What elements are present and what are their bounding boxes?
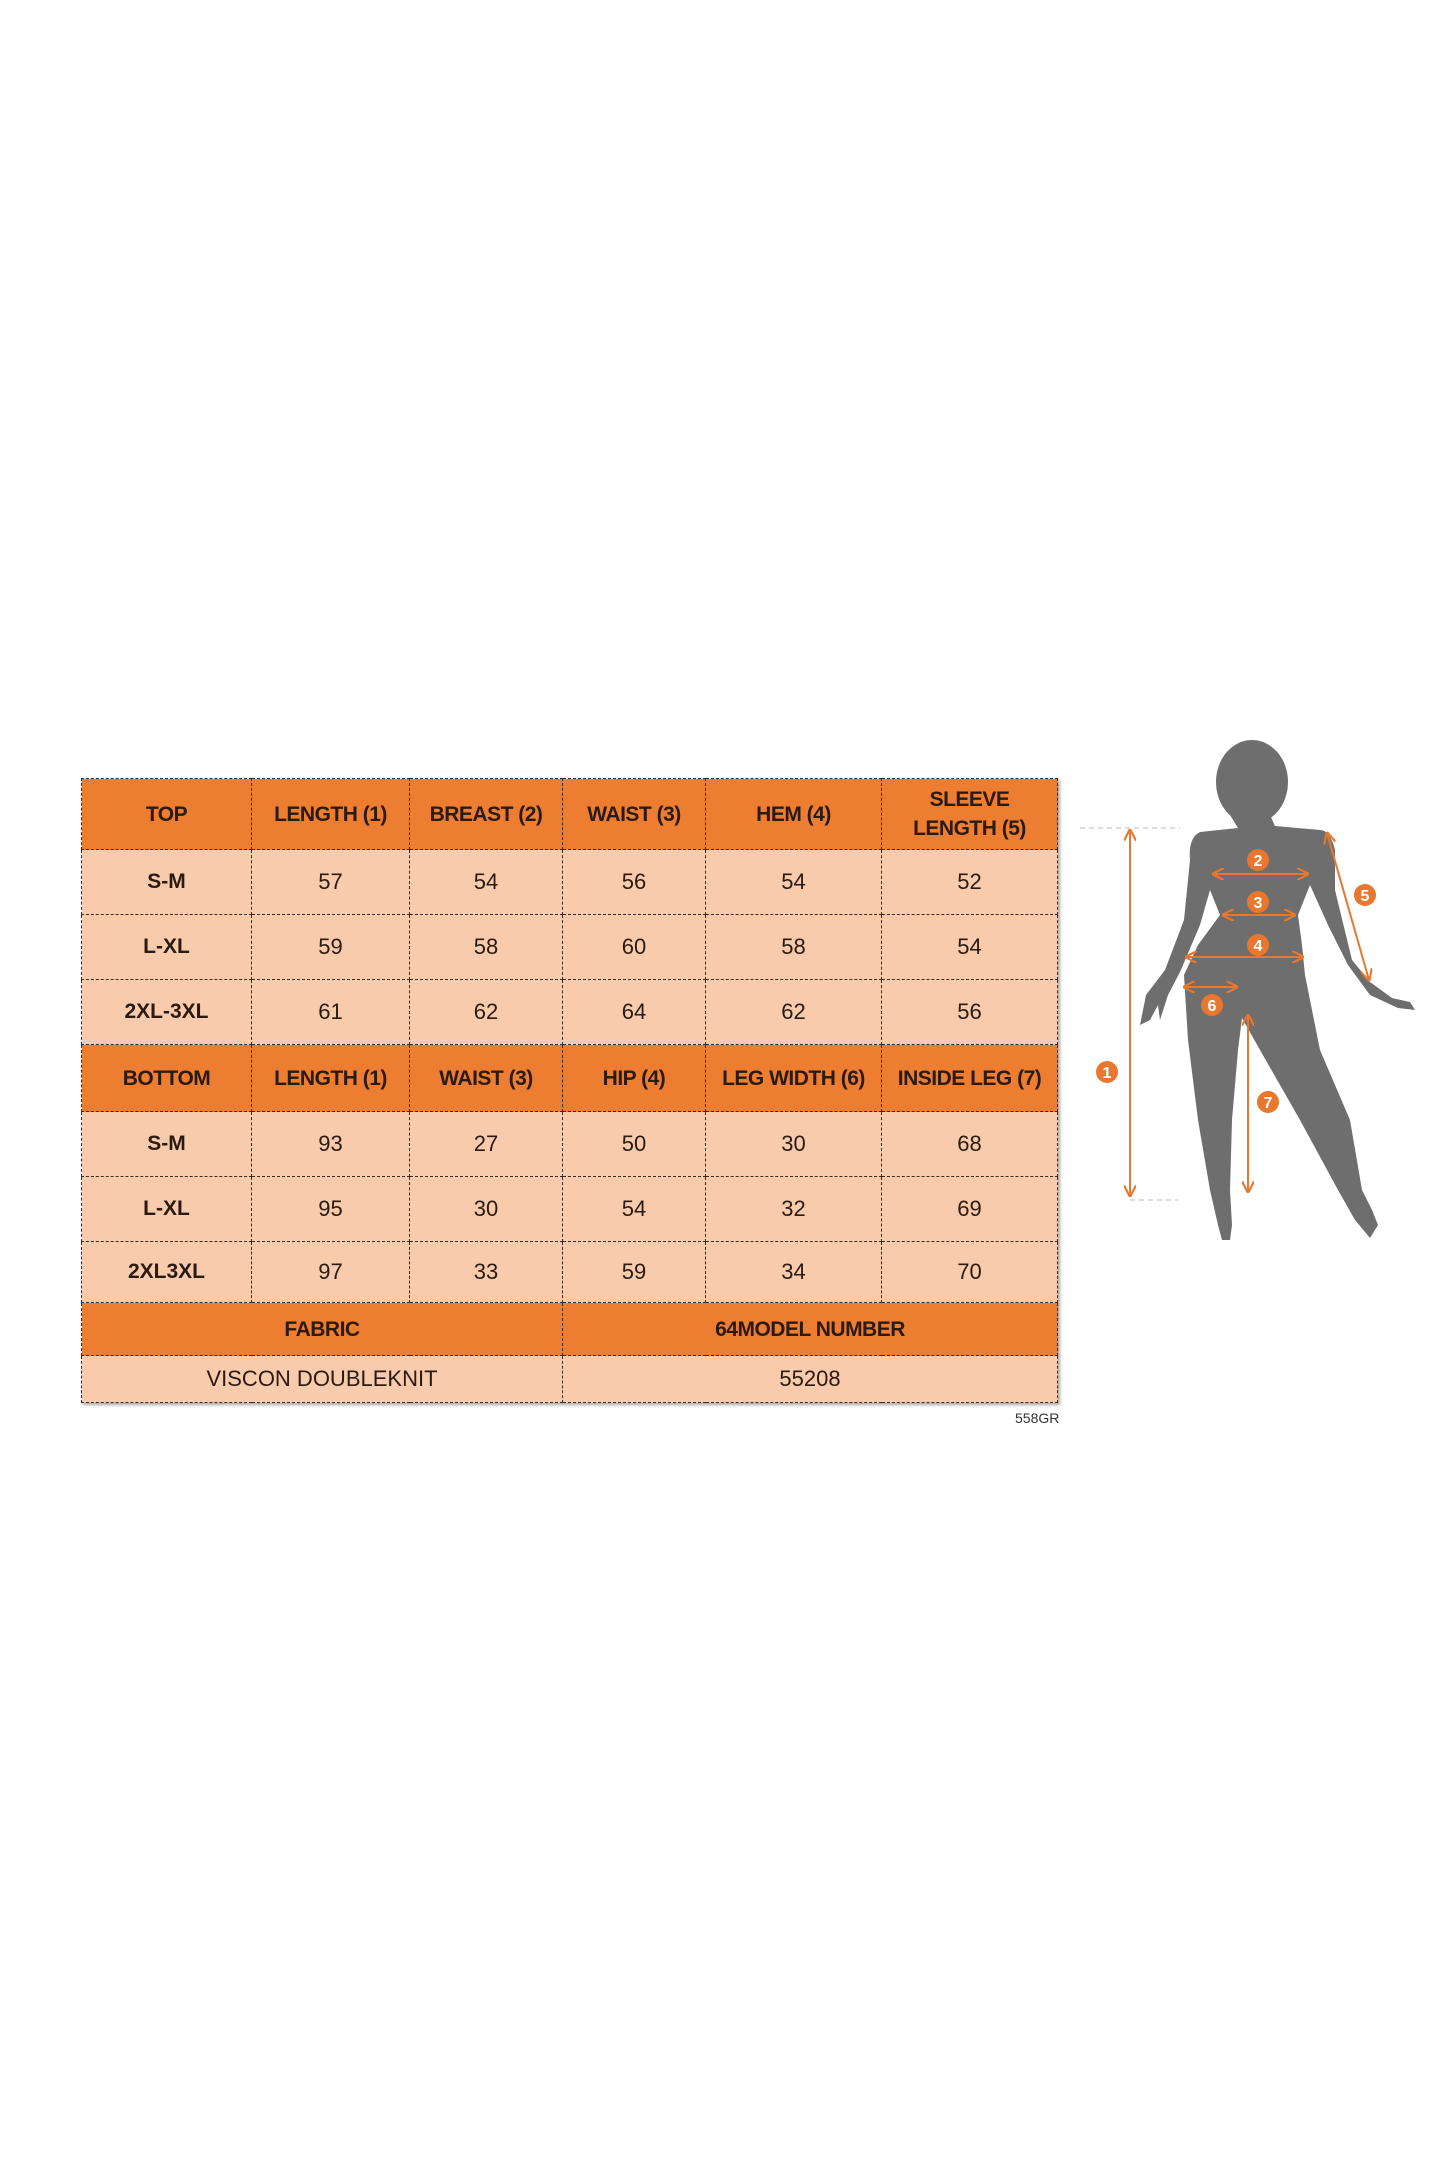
- measurement-cell: 68: [881, 1111, 1058, 1177]
- measurement-cell: 69: [881, 1176, 1058, 1242]
- marker-1-icon: 1: [1096, 1061, 1118, 1083]
- column-header: INSIDE LEG (7): [881, 1044, 1058, 1112]
- silhouette: [1140, 740, 1415, 1240]
- measurement-cell: 70: [881, 1241, 1058, 1303]
- column-header: LENGTH (1): [251, 1044, 410, 1112]
- column-header: LENGTH (1): [251, 778, 410, 850]
- measurement-cell: 27: [409, 1111, 563, 1177]
- top-header-row: TOP LENGTH (1) BREAST (2) WAIST (3) HEM (4) S…: [81, 778, 1058, 850]
- size-label: 2XL-3XL: [81, 979, 252, 1045]
- measurement-cell: 54: [409, 849, 563, 915]
- measurement-cell: 59: [251, 914, 410, 980]
- measurement-cell: 62: [705, 979, 882, 1045]
- marker-label: 7: [1264, 1095, 1273, 1112]
- measurement-cell: 61: [251, 979, 410, 1045]
- marker-label: 2: [1254, 853, 1263, 870]
- fabric-value: VISCON DOUBLEKNIT: [81, 1355, 563, 1403]
- table-row: 2XL-3XL 61 62 64 62 56: [81, 979, 1058, 1045]
- measurement-cell: 33: [409, 1241, 563, 1303]
- size-label: L-XL: [81, 914, 252, 980]
- measurement-cell: 58: [409, 914, 563, 980]
- measurement-cell: 60: [562, 914, 706, 980]
- marker-label: 4: [1254, 938, 1263, 955]
- size-label: 2XL3XL: [81, 1241, 252, 1303]
- marker-label: 6: [1208, 998, 1217, 1015]
- measurement-cell: 32: [705, 1176, 882, 1242]
- column-header: WAIST (3): [562, 778, 706, 850]
- measurement-cell: 50: [562, 1111, 706, 1177]
- measurement-cell: 59: [562, 1241, 706, 1303]
- column-header: WAIST (3): [409, 1044, 563, 1112]
- table-row: L-XL 95 30 54 32 69: [81, 1176, 1058, 1242]
- table-row: S-M 57 54 56 54 52: [81, 849, 1058, 915]
- body-measurement-figure: 1 2 3 4 5 6 7: [1080, 740, 1415, 1240]
- measurement-cell: 56: [881, 979, 1058, 1045]
- model-value: 55208: [562, 1355, 1058, 1403]
- fabric-label: FABRIC: [81, 1302, 563, 1356]
- measurement-cell: 56: [562, 849, 706, 915]
- measurement-cell: 95: [251, 1176, 410, 1242]
- column-header: BOTTOM: [81, 1044, 252, 1112]
- marker-2-icon: 2: [1247, 849, 1269, 871]
- column-header: LEG WIDTH (6): [705, 1044, 882, 1112]
- model-label: 64MODEL NUMBER: [562, 1302, 1058, 1356]
- marker-4-icon: 4: [1247, 934, 1269, 956]
- measurement-cell: 30: [409, 1176, 563, 1242]
- measurement-cell: 54: [562, 1176, 706, 1242]
- footer-row: FABRIC 64MODEL NUMBER: [81, 1302, 1058, 1356]
- measurement-cell: 54: [705, 849, 882, 915]
- measurement-cell: 30: [705, 1111, 882, 1177]
- footer-row: VISCON DOUBLEKNIT 55208: [81, 1355, 1058, 1403]
- measurement-cell: 64: [562, 979, 706, 1045]
- marker-6-icon: 6: [1201, 994, 1223, 1016]
- bottom-header-row: BOTTOM LENGTH (1) WAIST (3) HIP (4) LEG WIDT…: [81, 1044, 1058, 1112]
- column-header: SLEEVE LENGTH (5): [881, 778, 1058, 850]
- column-header: TOP: [81, 778, 252, 850]
- measurement-cell: 34: [705, 1241, 882, 1303]
- size-chart-table: TOP LENGTH (1) BREAST (2) WAIST (3) HEM (4) S…: [81, 778, 1058, 1403]
- measurement-cell: 58: [705, 914, 882, 980]
- marker-label: 3: [1254, 895, 1263, 912]
- marker-label: 1: [1103, 1065, 1112, 1082]
- sleeve-arrow: [1327, 833, 1369, 980]
- column-header: HIP (4): [562, 1044, 706, 1112]
- size-label: S-M: [81, 849, 252, 915]
- measurement-guides: [1080, 827, 1369, 1201]
- measurement-cell: 52: [881, 849, 1058, 915]
- measurement-cell: 97: [251, 1241, 410, 1303]
- marker-5-icon: 5: [1354, 884, 1376, 906]
- product-code: 558GR: [1015, 1410, 1060, 1426]
- marker-3-icon: 3: [1247, 891, 1269, 913]
- marker-label: 5: [1361, 888, 1370, 905]
- column-header: BREAST (2): [409, 778, 563, 850]
- table-row: L-XL 59 58 60 58 54: [81, 914, 1058, 980]
- marker-7-icon: 7: [1257, 1091, 1279, 1113]
- table-row: S-M 93 27 50 30 68: [81, 1111, 1058, 1177]
- measurement-cell: 93: [251, 1111, 410, 1177]
- column-header: HEM (4): [705, 778, 882, 850]
- measurement-cell: 62: [409, 979, 563, 1045]
- measurement-cell: 54: [881, 914, 1058, 980]
- size-label: S-M: [81, 1111, 252, 1177]
- table-row: 2XL3XL 97 33 59 34 70: [81, 1241, 1058, 1303]
- measurement-cell: 57: [251, 849, 410, 915]
- size-label: L-XL: [81, 1176, 252, 1242]
